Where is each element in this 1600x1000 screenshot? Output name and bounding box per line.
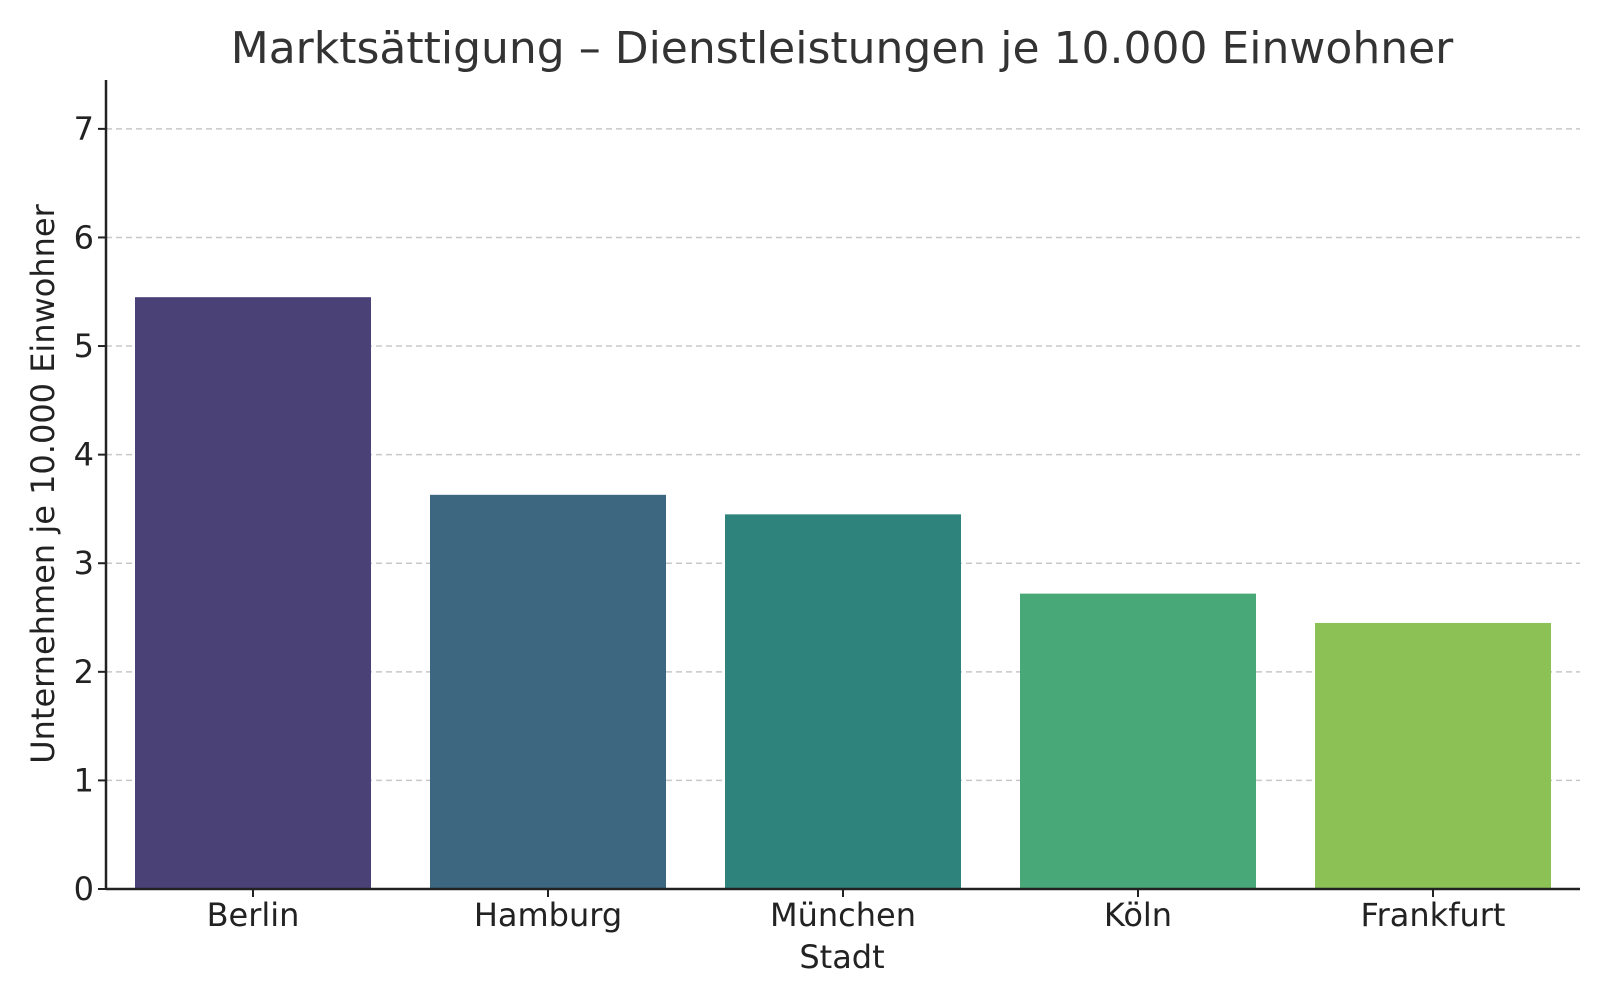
y-tick-label-5: 5 [74,327,94,365]
y-tick-label-3: 3 [74,544,94,582]
bar-hamburg [430,494,666,889]
x-tick-label-berlin: Berlin [207,896,300,934]
x-axis-label: Stadt [799,938,884,976]
y-tick-label-2: 2 [74,653,94,691]
bar-köln [1020,593,1256,889]
bar-berlin [135,297,371,889]
y-axis-label: Unternehmen je 10.000 Einwohner [24,203,62,763]
y-tick-label-6: 6 [74,218,94,256]
y-tick-label-1: 1 [74,761,94,799]
x-tick-labels: Berlin Hamburg München Köln Frankfurt [207,896,1506,934]
y-tick-labels: 0 1 2 3 4 5 6 7 [74,110,94,908]
axes [98,80,1580,897]
x-tick-label-frankfurt: Frankfurt [1361,896,1506,934]
x-tick-label-münchen: München [770,896,916,934]
bar-münchen [725,514,961,889]
x-tick-label-hamburg: Hamburg [474,896,622,934]
bar-frankfurt [1315,622,1551,889]
y-tick-label-4: 4 [74,436,94,474]
x-tick-label-köln: Köln [1104,896,1172,934]
y-tick-label-0: 0 [74,870,94,908]
bars [135,297,1551,889]
y-tick-label-7: 7 [74,110,94,148]
chart-title: Marktsättigung – Dienstleistungen je 10.… [231,23,1454,74]
